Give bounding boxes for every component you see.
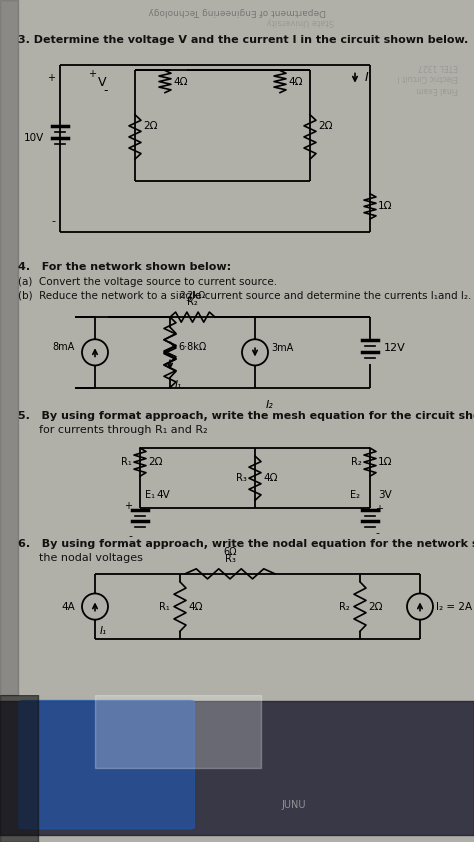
Text: 3mA: 3mA — [271, 344, 293, 354]
Text: 2Ω: 2Ω — [318, 121, 332, 131]
Text: R₂: R₂ — [187, 297, 198, 307]
Text: 10V: 10V — [24, 133, 44, 143]
Text: 3. Determine the voltage V and the current I in the circuit shown below.: 3. Determine the voltage V and the curre… — [18, 35, 468, 45]
Text: E₂: E₂ — [350, 490, 360, 500]
Text: +: + — [124, 501, 132, 511]
Text: I₂: I₂ — [266, 400, 274, 410]
Text: 2·2kΩ: 2·2kΩ — [180, 291, 206, 300]
Text: 2Ω: 2Ω — [148, 457, 163, 467]
Text: 5.   By using format approach, write the mesh equation for the circuit shown bel: 5. By using format approach, write the m… — [18, 411, 474, 421]
Text: for currents through R₁ and R₂: for currents through R₁ and R₂ — [18, 425, 208, 434]
Text: 4.   For the network shown below:: 4. For the network shown below: — [18, 262, 231, 272]
Text: 6·8kΩ: 6·8kΩ — [178, 343, 206, 352]
Text: (b)  Reduce the network to a single current source and determine the currents I₁: (b) Reduce the network to a single curre… — [18, 291, 471, 301]
Text: E₁: E₁ — [145, 490, 155, 500]
Text: 8mA: 8mA — [53, 343, 75, 352]
Text: Electric Circuit I: Electric Circuit I — [398, 73, 458, 83]
Text: State University: State University — [266, 17, 334, 26]
Text: ETEL 1327: ETEL 1327 — [418, 62, 458, 72]
Text: 6.   By using format approach, write the nodal equation for the network shown be: 6. By using format approach, write the n… — [18, 539, 474, 549]
Text: (a)  Convert the voltage source to current source.: (a) Convert the voltage source to curren… — [18, 277, 277, 287]
Text: R₂: R₂ — [351, 457, 362, 467]
Text: R₃: R₃ — [236, 473, 247, 483]
Text: V: V — [98, 76, 107, 88]
Text: the nodal voltages: the nodal voltages — [18, 552, 143, 562]
Text: -: - — [103, 83, 108, 97]
Text: 4Ω: 4Ω — [173, 77, 188, 87]
Text: -: - — [128, 531, 132, 541]
Text: 1Ω: 1Ω — [378, 457, 392, 467]
Text: 6Ω: 6Ω — [223, 546, 237, 557]
Text: I₁: I₁ — [175, 380, 182, 390]
Text: R₁: R₁ — [159, 601, 170, 611]
Text: 4Ω: 4Ω — [263, 473, 277, 483]
Text: Final Exam: Final Exam — [416, 84, 458, 93]
Text: 2Ω: 2Ω — [368, 601, 383, 611]
Text: I: I — [365, 71, 369, 84]
Text: R₃: R₃ — [225, 554, 236, 564]
Text: 4V: 4V — [156, 490, 170, 500]
Text: 4Ω: 4Ω — [188, 601, 202, 611]
Text: 4A: 4A — [61, 601, 75, 611]
Text: 12V: 12V — [384, 344, 406, 354]
FancyBboxPatch shape — [19, 701, 194, 829]
Text: 3V: 3V — [378, 490, 392, 500]
Text: +: + — [89, 70, 97, 79]
Text: 4Ω: 4Ω — [288, 77, 302, 87]
Text: R₁: R₁ — [121, 457, 132, 467]
Text: JUNU: JUNU — [282, 800, 306, 810]
Text: +: + — [47, 73, 55, 83]
Text: I₂ = 2A: I₂ = 2A — [436, 601, 472, 611]
Text: R₂: R₂ — [339, 601, 350, 611]
Text: 1Ω: 1Ω — [378, 201, 392, 211]
Text: -: - — [51, 216, 55, 226]
Text: -: - — [375, 529, 379, 539]
Text: +: + — [375, 504, 383, 514]
Text: 2Ω: 2Ω — [143, 121, 157, 131]
Text: I₁: I₁ — [100, 626, 107, 637]
Text: Department of Engineering Technology: Department of Engineering Technology — [148, 7, 326, 16]
